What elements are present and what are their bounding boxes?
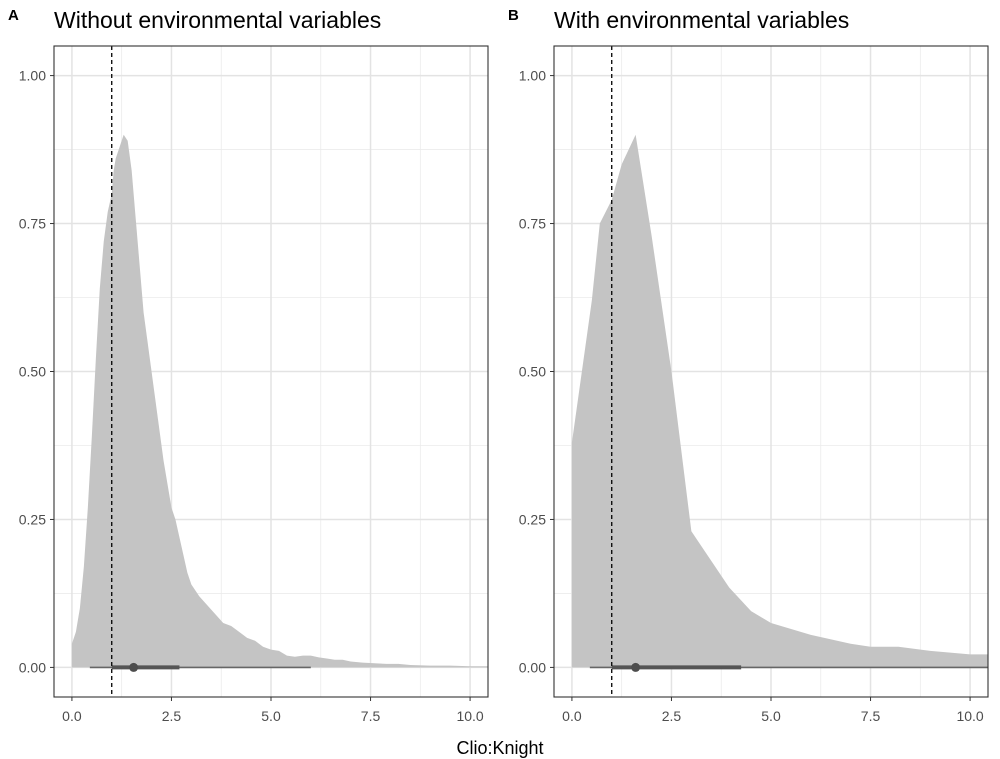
density-area [571, 134, 988, 668]
y-tick-label: 0.50 [19, 364, 46, 380]
panel-title: Without environmental variables [54, 7, 381, 33]
x-axis-title: Clio:Knight [456, 738, 543, 758]
x-tick-label: 2.5 [662, 708, 682, 724]
y-tick-label: 0.75 [519, 216, 546, 232]
x-tick-label: 0.0 [62, 708, 82, 724]
x-tick-label: 0.0 [562, 708, 582, 724]
y-tick-label: 0.00 [19, 659, 46, 675]
y-tick-label: 0.25 [19, 511, 46, 527]
y-tick-label: 0.50 [519, 364, 546, 380]
x-tick-label: 7.5 [361, 708, 381, 724]
panel-tag: A [8, 7, 19, 24]
panel-b: 0.00 0.25 0.50 0.75 1.00 0.0 2.5 5.0 7.5 10.0 B Wit… [508, 7, 989, 724]
y-tick-label: 1.00 [519, 68, 546, 84]
point-estimate [631, 662, 641, 672]
point-estimate [129, 662, 139, 672]
y-tick-label: 0.25 [519, 511, 546, 527]
panel-a: 0.00 0.25 0.50 0.75 1.00 0.0 2.5 5.0 7.5 10.0 A Wit… [8, 7, 489, 724]
x-tick-label: 2.5 [162, 708, 182, 724]
panel-title: With environmental variables [554, 7, 849, 33]
x-tick-label: 10.0 [956, 708, 983, 724]
x-tick-label: 5.0 [761, 708, 781, 724]
panel-tag: B [508, 7, 519, 24]
density-area [71, 134, 489, 668]
y-tick-label: 1.00 [19, 68, 46, 84]
x-tick-label: 7.5 [861, 708, 881, 724]
y-tick-label: 0.00 [519, 659, 546, 675]
x-tick-label: 10.0 [456, 708, 483, 724]
x-tick-label: 5.0 [261, 708, 281, 724]
y-tick-label: 0.75 [19, 216, 46, 232]
